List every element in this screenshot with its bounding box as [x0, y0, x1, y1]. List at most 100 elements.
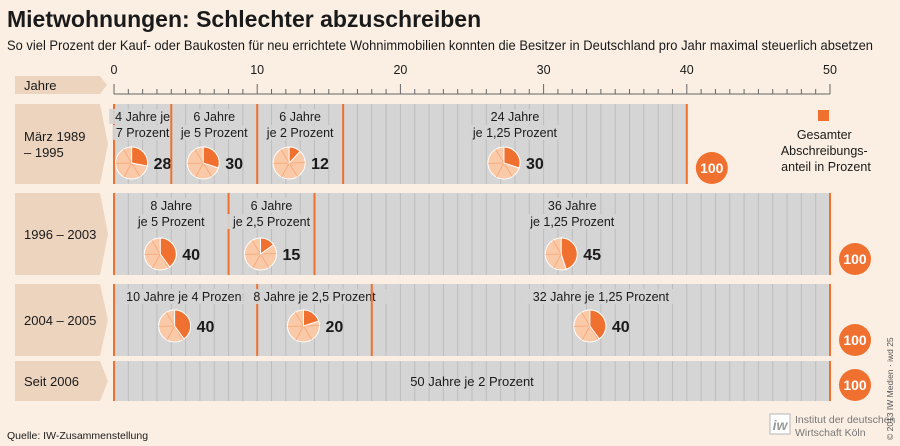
pie-chart: [158, 309, 192, 343]
pie-slice-share: [589, 309, 607, 340]
pie-chart: [143, 237, 177, 271]
segment-label-bg: [224, 214, 319, 229]
segment-label-bg: [115, 289, 256, 304]
segment-label-bg: [520, 289, 682, 304]
segment-label-bg: [464, 125, 566, 140]
pie-divider: [152, 253, 161, 269]
pie-divider: [260, 253, 270, 268]
pie-divider: [131, 162, 141, 177]
pie-chart: [244, 237, 278, 271]
pie-divider: [280, 149, 290, 164]
legend-swatch: [818, 110, 829, 121]
pie-divider: [151, 240, 161, 255]
pie-divider: [202, 162, 212, 177]
iw-logo-mark-text: iw: [773, 417, 789, 433]
periods: März 1989– 1995 4 Jahre je 7 Prozent 28 6 Ja…: [15, 104, 871, 401]
segment-label: je 5 Prozent: [137, 215, 205, 229]
segment-share-value: 45: [583, 247, 601, 264]
period-label: – 1995: [24, 145, 64, 160]
pie-divider: [194, 149, 204, 164]
period-label-box: [15, 104, 108, 184]
segment-label: je 2 Prozent: [266, 126, 334, 140]
segment-label: 7 Prozent: [116, 126, 170, 140]
pie-divider: [552, 240, 562, 255]
legend-label: Gesamter Abschreibungs- anteil in Prozen…: [781, 128, 872, 174]
pie-chart: [544, 237, 578, 271]
pie-divider: [495, 162, 505, 178]
segment-label: 8 Jahre: [150, 199, 192, 213]
period-row: 1996 – 2003 8 Jahre je 5 Prozent 40 6 Jahre j…: [15, 193, 871, 275]
segment-share-value: 40: [182, 247, 200, 264]
segment-share-value: 40: [197, 319, 215, 336]
pie-divider: [252, 253, 261, 269]
segment-label-bg: [131, 214, 212, 229]
segment-label-bg: [174, 125, 255, 140]
pie-chart: [115, 146, 149, 180]
total-badge-value: 100: [843, 332, 867, 348]
total-badge: [839, 243, 871, 275]
total-badge-value: 100: [843, 377, 867, 393]
pie-divider: [295, 325, 304, 341]
publisher-logo: iw Institut der deutschen Wirtschaft Köl…: [769, 413, 896, 439]
period-label-box: [15, 193, 108, 275]
segment-label-bg: [545, 198, 600, 213]
pie-chart: [286, 309, 320, 343]
x-tick-label: 30: [537, 63, 551, 77]
segment-label: je 5 Prozent: [180, 126, 248, 140]
period-label: März 1989: [24, 129, 85, 144]
pie-divider: [195, 162, 204, 178]
segment-label: 24 Jahre: [491, 110, 540, 124]
pie-divider: [303, 325, 313, 340]
x-axis: 0 10 20 30 40 50: [111, 63, 837, 95]
source-note: Quelle: IW-Zusammenstellung: [7, 430, 148, 442]
pie-divider: [288, 162, 298, 177]
period-row: März 1989– 1995 4 Jahre je 7 Prozent 28 6 Ja…: [15, 104, 728, 184]
segment-label: 6 Jahre: [279, 110, 321, 124]
segment-label: 36 Jahre: [548, 199, 597, 213]
pie-divider: [581, 312, 591, 327]
pie-divider: [503, 162, 513, 177]
period-label: 1996 – 2003: [24, 227, 96, 242]
pie-slice-share: [174, 309, 192, 340]
period-row: 2004 – 2005 10 Jahre je 4 Prozent 40 8 Jahr…: [15, 284, 871, 356]
total-badge-value: 100: [843, 251, 867, 267]
segment-label-bg: [147, 198, 195, 213]
total-badge-value: 100: [700, 160, 724, 176]
pie-divider: [123, 162, 132, 178]
period-label-box: [15, 284, 108, 356]
pie-slice-share: [159, 237, 177, 268]
total-badge: [695, 152, 728, 184]
period-row: Seit 2006 50 Jahre je 2 Prozent 100: [15, 361, 871, 401]
pie-slice-share: [302, 309, 320, 327]
segment-label: 4 Jahre je: [115, 110, 170, 124]
segment-label-bg: [112, 125, 173, 140]
segment-label-bg: [248, 198, 295, 213]
pie-chart: [186, 146, 220, 180]
x-tick-label: 0: [111, 63, 118, 77]
pie-slice-share: [288, 146, 301, 165]
x-tick-label: 40: [680, 63, 694, 77]
pie-divider: [166, 325, 175, 341]
chart-subtitle: So viel Prozent der Kauf- oder Baukosten…: [7, 38, 873, 53]
pie-slice-share: [560, 237, 578, 270]
segment-label-bg: [259, 125, 341, 140]
segment-label: 6 Jahre: [251, 199, 293, 213]
segment-label-bg: [240, 289, 389, 304]
pie-divider: [495, 149, 505, 164]
segment-label-bg: [109, 109, 177, 124]
x-tick-label: 20: [393, 63, 407, 77]
segment-share-value: 12: [311, 156, 329, 173]
segment-label-bg: [521, 214, 623, 229]
pie-slice-share: [260, 237, 275, 255]
pie-divider: [553, 253, 562, 269]
segment-label: 32 Jahre je 1,25 Prozent: [533, 290, 670, 304]
segment-label: je 1,25 Prozent: [529, 215, 615, 229]
pie-slice-share: [131, 146, 149, 167]
iw-logo-mark: [769, 413, 791, 435]
pie-slice-share: [503, 146, 521, 169]
copyright-note: © 2013 IW Medien · iwd 25: [885, 337, 895, 440]
segment-label-bg: [190, 109, 238, 124]
segment-label-bg: [276, 109, 324, 124]
pie-chart: [573, 309, 607, 343]
